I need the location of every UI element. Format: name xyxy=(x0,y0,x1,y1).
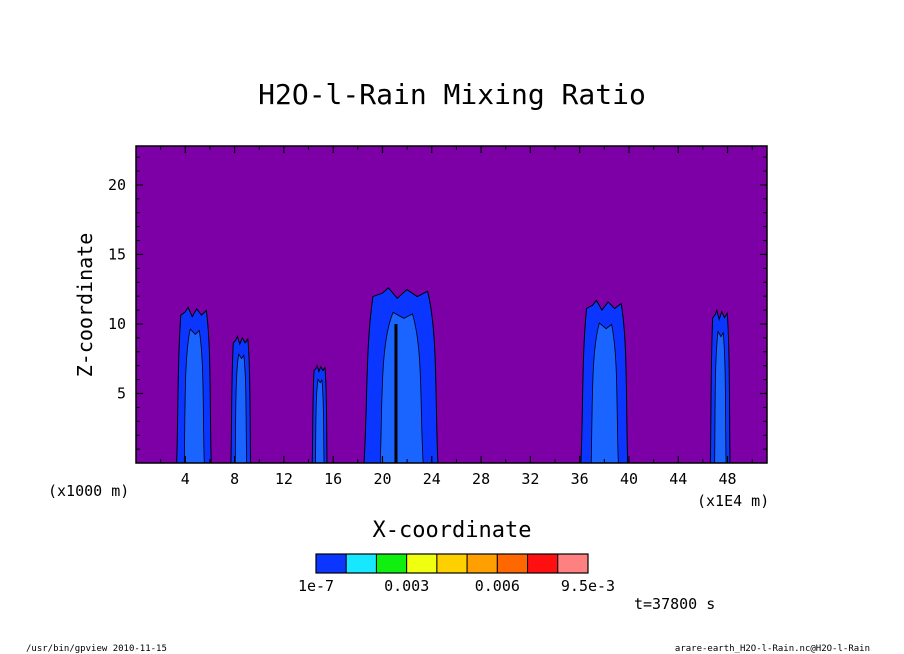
x-tick-label: 8 xyxy=(230,470,239,488)
y-ticks: 5 10 15 20 xyxy=(108,156,767,450)
footer-left: /usr/bin/gpview 2010-11-15 xyxy=(26,644,167,654)
x-unit-right: (x1E4 m) xyxy=(697,492,769,510)
colorbar-swatch xyxy=(466,553,498,574)
colorbar: 1e-7 0.003 0.006 9.5e-3 xyxy=(298,553,615,595)
colorbar-tick-label: 0.003 xyxy=(384,577,429,595)
y-tick-label: 10 xyxy=(108,315,126,333)
colorbar-swatch xyxy=(406,553,438,574)
rain-column-inner xyxy=(315,378,325,464)
x-tick-label: 40 xyxy=(620,470,638,488)
x-tick-label: 20 xyxy=(373,470,391,488)
colorbar-swatch xyxy=(496,553,529,574)
plot-background xyxy=(136,146,767,463)
x-tick-label: 16 xyxy=(324,470,342,488)
rain-column-inner xyxy=(234,353,248,464)
x-tick-label: 36 xyxy=(571,470,589,488)
x-tick-label: 24 xyxy=(423,470,441,488)
x-tick-label: 44 xyxy=(669,470,687,488)
plot-frame xyxy=(135,145,768,464)
y-tick-label: 15 xyxy=(108,245,126,263)
colorbar-swatch xyxy=(527,553,559,574)
x-axis-label: X-coordinate xyxy=(373,518,532,543)
chart-title: H2O-l-Rain Mixing Ratio xyxy=(258,78,646,111)
colorbar-frame xyxy=(315,553,589,574)
y-axis-label: Z-coordinate xyxy=(73,233,97,378)
x-ticks: 4 8 12 16 20 24 28 32 36 40 44 48 xyxy=(160,146,753,488)
rain-column-inner xyxy=(379,311,424,464)
rain-column-inner xyxy=(714,330,727,464)
colorbar-tick-label: 9.5e-3 xyxy=(561,577,615,595)
colorbar-swatch xyxy=(315,553,347,574)
colorbar-swatch xyxy=(375,553,408,574)
rain-columns xyxy=(176,287,731,464)
x-tick-label: 12 xyxy=(275,470,293,488)
y-tick-label: 5 xyxy=(117,384,126,402)
x-tick-label: 32 xyxy=(521,470,539,488)
colorbar-tick-label: 1e-7 xyxy=(298,577,334,595)
colorbar-tick-label: 0.006 xyxy=(475,577,520,595)
x-tick-label: 28 xyxy=(472,470,490,488)
x-tick-label: 48 xyxy=(719,470,737,488)
footer-right: arare-earth_H2O-l-Rain.nc@H2O-l-Rain xyxy=(675,644,870,654)
x-unit-left: (x1000 m) xyxy=(48,482,129,500)
rain-column-inner xyxy=(590,322,619,464)
colorbar-swatch xyxy=(345,553,377,574)
x-tick-label: 4 xyxy=(181,470,190,488)
y-tick-label: 20 xyxy=(108,176,126,194)
colorbar-swatch xyxy=(436,553,468,574)
time-label: t=37800 s xyxy=(634,595,715,613)
colorbar-swatch xyxy=(557,553,589,574)
rain-column-inner xyxy=(183,328,205,464)
